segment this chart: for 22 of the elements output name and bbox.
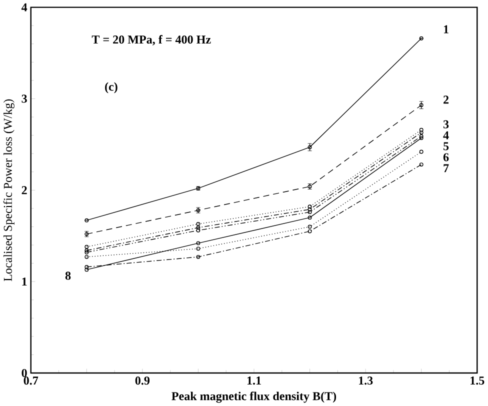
x-axis-title: Peak magnetic flux density B(T) [172,392,336,403]
series-label: 1 [444,25,448,34]
series-label: 6 [443,153,449,162]
x-tick-label: 1.1 [247,376,261,385]
series-label: 2 [444,96,449,104]
y-tick-label: 3 [22,94,27,103]
series-label: 7 [444,164,449,172]
series-label: 3 [443,120,449,128]
y-tick-label: 0 [22,368,27,378]
y-axis-title: Localised Specific Power loss (W/kg) [3,99,14,282]
y-tick-label: 2 [22,186,27,194]
x-tick-label: 1.5 [470,376,484,385]
series-label: 8 [65,272,71,280]
x-tick-label: 1.3 [359,376,373,385]
x-tick-label: 0.7 [24,376,38,385]
annotation: (c) [105,82,118,94]
y-tick-label: 1 [22,278,27,286]
series-label: 4 [443,131,449,140]
series-label: 5 [444,142,449,150]
y-tick-label: 4 [21,3,28,12]
annotation: T = 20 MPa, f = 400 Hz [92,34,211,46]
x-tick-label: 0.9 [135,376,150,385]
